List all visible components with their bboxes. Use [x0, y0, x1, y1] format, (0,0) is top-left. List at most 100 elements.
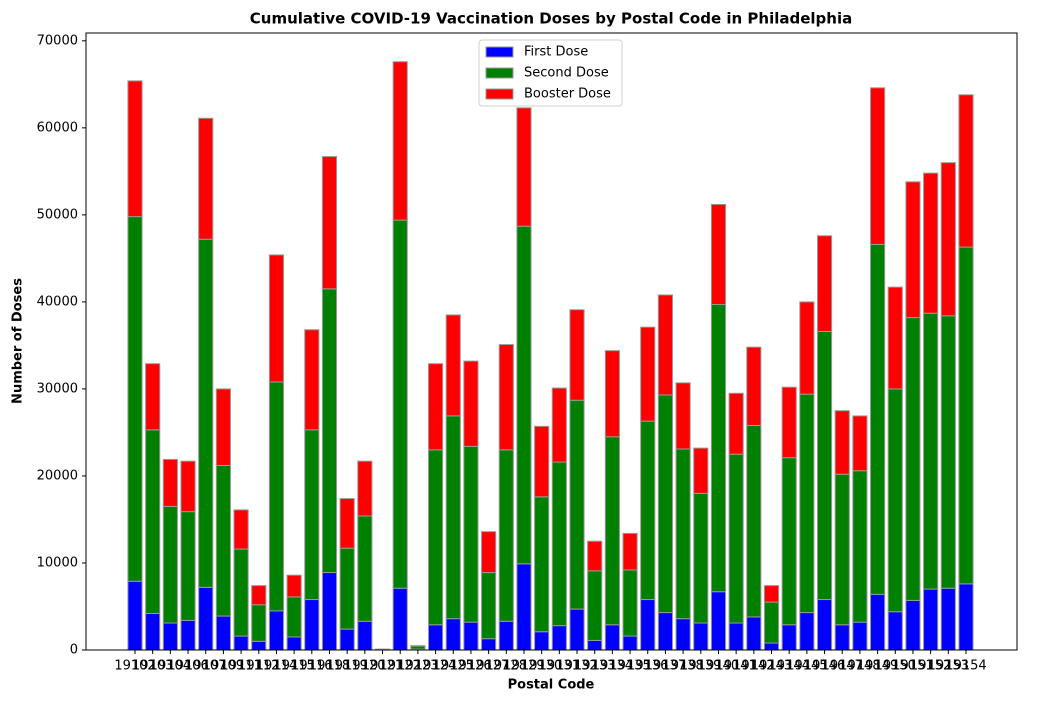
- bar-segment: [941, 163, 955, 316]
- bar-segment: [358, 621, 372, 650]
- bar-segment: [199, 118, 213, 239]
- bar-segment: [429, 364, 443, 450]
- legend-swatch: [486, 89, 513, 99]
- bar-segment: [658, 613, 672, 650]
- bar-segment: [269, 611, 283, 650]
- bar-segment: [535, 632, 549, 650]
- y-tick-label: 60000: [37, 120, 78, 135]
- bar-segment: [853, 471, 867, 622]
- bar-segment: [853, 416, 867, 471]
- bar-segment: [800, 394, 814, 612]
- bar-segment: [216, 389, 230, 466]
- bar-segment: [252, 605, 266, 642]
- y-tick-label: 40000: [37, 294, 78, 309]
- bar-segment: [605, 625, 619, 650]
- legend-swatch: [486, 47, 513, 57]
- bar-segment: [959, 584, 973, 650]
- bar-segment: [499, 621, 513, 650]
- bar-segment: [641, 421, 655, 599]
- y-tick-label: 50000: [37, 207, 78, 222]
- bar-segment: [305, 330, 319, 430]
- bar-segment: [128, 81, 142, 217]
- bar-segment: [552, 388, 566, 462]
- x-tick-label: 19154: [945, 659, 986, 674]
- bar-segment: [888, 287, 902, 389]
- bar-segment: [305, 600, 319, 650]
- bar-segment: [552, 462, 566, 626]
- bar-segment: [764, 643, 778, 650]
- bar-segment: [446, 619, 460, 650]
- bar-segment: [146, 364, 160, 430]
- bar-segment: [676, 383, 690, 449]
- bar-segment: [517, 108, 531, 226]
- bar-segment: [393, 62, 407, 220]
- bar-segment: [340, 499, 354, 549]
- bar-segment: [764, 586, 778, 603]
- bar-segment: [658, 295, 672, 395]
- bar-segment: [128, 581, 142, 650]
- bar-segment: [853, 622, 867, 650]
- bar-segment: [429, 625, 443, 650]
- bar-segment: [199, 239, 213, 587]
- bar-segment: [711, 305, 725, 592]
- bar-segment: [941, 316, 955, 588]
- legend-label: Booster Dose: [524, 87, 611, 102]
- bar-segment: [287, 575, 301, 597]
- bar-segment: [888, 612, 902, 650]
- bar-segment: [446, 315, 460, 416]
- bar-segment: [252, 586, 266, 605]
- bar-segment: [729, 454, 743, 623]
- bar-segment: [393, 220, 407, 588]
- bar-segment: [800, 613, 814, 650]
- bar-segment: [605, 351, 619, 437]
- bar-segment: [588, 541, 602, 571]
- bar-segment: [146, 430, 160, 614]
- bar-segment: [234, 549, 248, 636]
- bar-segment: [446, 416, 460, 619]
- bar-segment: [535, 497, 549, 632]
- bar-segment: [871, 88, 885, 245]
- bar-segment: [358, 461, 372, 516]
- bar-segment: [959, 247, 973, 584]
- bar-segment: [906, 318, 920, 601]
- bar-segment: [535, 426, 549, 496]
- bar-segment: [322, 573, 336, 650]
- bar-segment: [340, 629, 354, 650]
- bar-segment: [906, 182, 920, 318]
- bar-segment: [199, 587, 213, 650]
- bar-segment: [941, 588, 955, 650]
- bar-segment: [817, 600, 831, 650]
- bar-segment: [234, 510, 248, 549]
- bar-segment: [287, 597, 301, 637]
- bar-segment: [641, 600, 655, 650]
- bar-segment: [959, 95, 973, 247]
- bar-segment: [252, 641, 266, 650]
- bar-segment: [588, 640, 602, 650]
- bar-segment: [747, 425, 761, 616]
- bar-segment: [146, 613, 160, 650]
- bar-segment: [464, 622, 478, 650]
- chart-title: Cumulative COVID-19 Vaccination Doses by…: [250, 10, 852, 28]
- bar-segment: [817, 331, 831, 599]
- bar-segment: [817, 236, 831, 332]
- bar-segment: [181, 512, 195, 621]
- bar-segment: [694, 493, 708, 623]
- bar-segment: [464, 361, 478, 446]
- bar-segment: [358, 516, 372, 621]
- y-tick-label: 20000: [37, 468, 78, 483]
- bar-segment: [234, 636, 248, 650]
- y-tick-label: 70000: [37, 33, 78, 48]
- bar-segment: [623, 533, 637, 570]
- bar-segment: [287, 637, 301, 650]
- bar-segment: [764, 602, 778, 643]
- bar-segment: [340, 548, 354, 629]
- bar-segment: [924, 173, 938, 313]
- bar-segment: [464, 446, 478, 622]
- bar-segment: [782, 458, 796, 625]
- bar-segment: [676, 619, 690, 650]
- bar-segment: [269, 255, 283, 382]
- bar-segment: [499, 450, 513, 621]
- bar-segment: [482, 532, 496, 573]
- bar-segment: [800, 302, 814, 394]
